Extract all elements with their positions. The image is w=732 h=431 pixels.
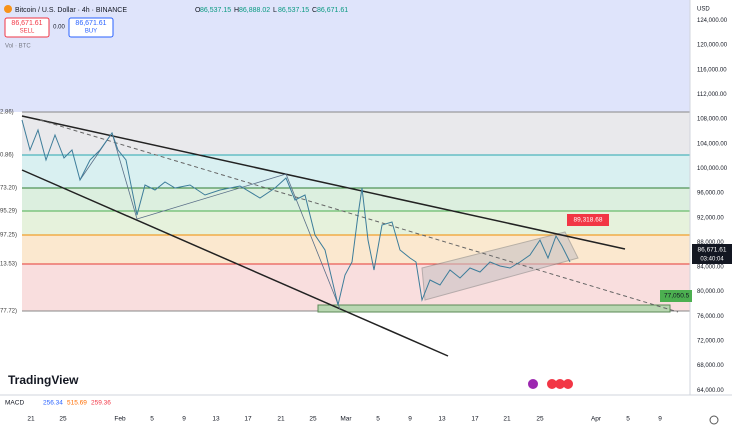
fib-label: 95.29) (0, 209, 17, 215)
fib-label: 13.53) (0, 262, 17, 268)
price-label: 120,000.00 (697, 43, 728, 49)
price-label: 104,000.00 (697, 141, 728, 147)
target-price: 89,318.68 (574, 217, 603, 224)
time-label: 5 (376, 416, 380, 423)
trendline (21, 169, 449, 357)
price-label: 96,000.00 (697, 191, 724, 197)
time-label: 25 (309, 416, 317, 423)
price-label: 108,000.00 (697, 117, 728, 123)
ohlc-key: C (312, 7, 317, 14)
settings-icon[interactable] (709, 415, 719, 425)
time-label: 13 (438, 416, 446, 423)
time-label: 25 (536, 416, 544, 423)
currency: USD (697, 7, 710, 13)
sell-price: 86,671.61 (11, 20, 42, 27)
brand: TradingView (8, 373, 79, 387)
support-price: 77,050.5 (664, 293, 690, 300)
price-label: 88,000.00 (697, 240, 724, 246)
price-label: 72,000.00 (697, 339, 724, 345)
price-tag (660, 290, 692, 302)
buy-button[interactable] (68, 17, 114, 38)
event-icon[interactable] (528, 379, 538, 389)
time-label: 21 (277, 416, 285, 423)
support-zone (317, 304, 671, 313)
price-line (21, 119, 571, 306)
last-price: 86,671.61 (698, 247, 727, 254)
ohlc-value: 86,537.15 (200, 7, 231, 14)
price-label: 68,000.00 (697, 363, 724, 369)
ohlc-value: 86,888.02 (239, 7, 270, 14)
time-label: 5 (150, 416, 154, 423)
sell-button[interactable] (4, 17, 50, 38)
fib-label: 77.72) (0, 309, 17, 315)
macd-name: MACD (5, 400, 24, 407)
time-label: Mar (340, 416, 352, 423)
time-label: Feb (114, 416, 126, 423)
ohlc-key: H (234, 7, 239, 14)
time-label: 9 (408, 416, 412, 423)
time-label: 21 (503, 416, 511, 423)
macd-value: 256.34 (43, 400, 63, 407)
fib-label: 2.86) (0, 110, 14, 116)
price-label: 76,000.00 (697, 314, 724, 320)
price-label: 116,000.00 (697, 67, 727, 73)
band (22, 188, 690, 211)
macd-value: 259.36 (91, 400, 111, 407)
trendline (39, 119, 679, 313)
price-label: 92,000.00 (697, 215, 724, 221)
symbol: Bitcoin / U.S. Dollar · 4h · BINANCE (15, 7, 127, 14)
band (22, 264, 690, 311)
price-label: 100,000.00 (697, 166, 728, 172)
event-icon[interactable] (555, 379, 565, 389)
time-label: 9 (182, 416, 186, 423)
price-tag (567, 214, 609, 226)
price-label: 124,000.00 (697, 18, 728, 24)
macd-value: 515.69 (67, 400, 87, 407)
countdown: 03:40:04 (700, 257, 724, 263)
band (22, 235, 690, 264)
band (0, 0, 690, 112)
band (22, 155, 690, 188)
ohlc-key: O (195, 7, 201, 14)
ohlc: O 86,537.15 H 86,888.02 L 86,537.15 C 86,671.61 (195, 7, 348, 14)
price-label: 84,000.00 (697, 265, 724, 271)
volume-label: Vol · BTC (5, 44, 31, 50)
ohlc-value: 86,537.15 (278, 7, 309, 14)
macd: MACD 256.34 515.69 259.36 (5, 400, 111, 407)
symbol-icon (4, 5, 12, 13)
time-label: 13 (212, 416, 220, 423)
buy-price: 86,671.61 (75, 20, 106, 27)
time-label: 9 (658, 416, 662, 423)
price-label: 112,000.00 (697, 92, 727, 98)
price-label: 80,000.00 (697, 289, 724, 295)
price-label: 64,000.00 (697, 388, 724, 394)
band (22, 112, 690, 155)
time-label: 25 (59, 416, 67, 423)
ohlc-value: 86,671.61 (317, 7, 348, 14)
time-label: 17 (244, 416, 252, 423)
sell-label: SELL (20, 29, 35, 35)
spread: 0.00 (53, 25, 65, 31)
last-price-tag (692, 244, 732, 264)
ohlc-key: L (273, 7, 277, 14)
buy-label: BUY (85, 29, 97, 35)
fib-label: 0.86) (0, 153, 14, 159)
time-label: 17 (471, 416, 479, 423)
event-icon[interactable] (563, 379, 573, 389)
time-label: Apr (591, 416, 602, 423)
time-label: 21 (27, 416, 35, 423)
fib-label: 73.20) (0, 186, 17, 192)
event-icon[interactable] (547, 379, 557, 389)
fib-label: 97.25) (0, 233, 17, 239)
time-label: 5 (626, 416, 630, 423)
trendline (21, 115, 626, 250)
